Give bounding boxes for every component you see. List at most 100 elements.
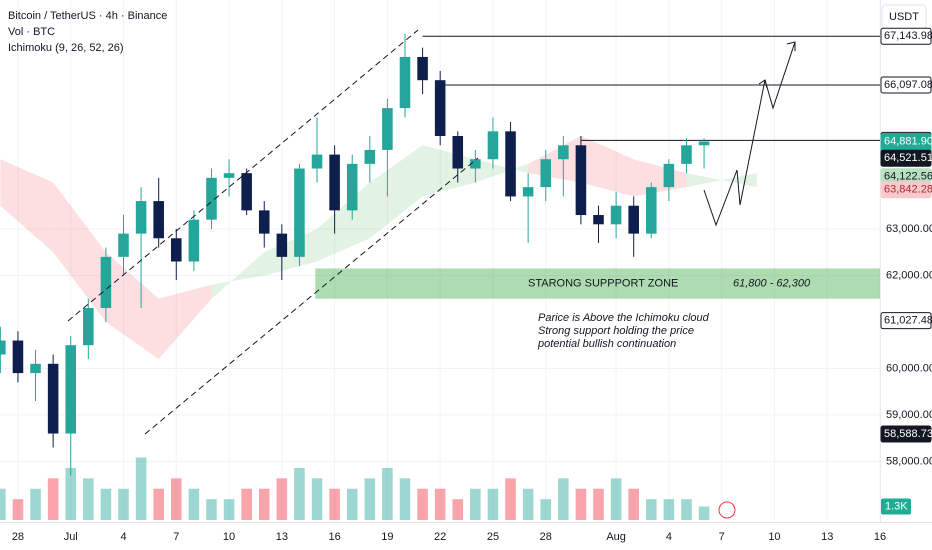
candle-body bbox=[223, 173, 235, 178]
ichimoku-cloud bbox=[369, 145, 423, 239]
volume-bar bbox=[505, 478, 516, 520]
candle-body bbox=[206, 177, 217, 220]
ichimoku-cloud bbox=[53, 182, 106, 322]
zone-title: STARONG SUPPPORT ZONE bbox=[528, 278, 678, 290]
drawings bbox=[67, 29, 796, 435]
volume-bar bbox=[118, 488, 129, 520]
ichimoku-cloud bbox=[158, 284, 212, 360]
candle-body bbox=[12, 340, 24, 374]
candle-body bbox=[258, 210, 270, 234]
volume-bar bbox=[65, 467, 77, 520]
projection-path bbox=[703, 41, 796, 227]
volume-badge bbox=[881, 498, 911, 515]
volume-bar bbox=[399, 478, 411, 520]
x-tick-label: 16 bbox=[328, 531, 340, 543]
price-badge-label: 64,521.51 bbox=[884, 152, 932, 164]
x-tick-label: 4 bbox=[666, 531, 672, 543]
candle-body bbox=[417, 56, 428, 81]
ichimoku-cloud bbox=[528, 135, 581, 183]
volume-bar bbox=[610, 478, 622, 520]
volume-bar bbox=[223, 499, 235, 520]
x-tick-label: Aug bbox=[606, 531, 626, 543]
volume-badge-label: 1.3K bbox=[885, 500, 908, 512]
price-badge bbox=[880, 181, 932, 199]
candle-body bbox=[294, 168, 305, 257]
price-badge-label: 61,027.48 bbox=[884, 315, 932, 327]
candle-body bbox=[487, 131, 499, 160]
x-tick-label: 7 bbox=[173, 531, 179, 543]
candle-body bbox=[241, 173, 252, 211]
zone-range: 61,800 - 62,300 bbox=[733, 278, 811, 290]
volume-bar bbox=[593, 488, 604, 520]
x-tick-label: 10 bbox=[223, 531, 235, 543]
projection-arrow bbox=[758, 79, 768, 89]
ichimoku-cloud bbox=[317, 182, 370, 262]
ichimoku-cloud bbox=[264, 228, 318, 276]
volume-bar bbox=[628, 488, 639, 520]
candle-body bbox=[505, 131, 516, 197]
volume-bar bbox=[0, 488, 6, 520]
volume-bar bbox=[83, 478, 94, 520]
volume-bar bbox=[346, 488, 358, 520]
price-badge bbox=[880, 149, 932, 167]
annotation: potential bullish continuation bbox=[537, 338, 676, 350]
candle-body bbox=[0, 340, 6, 355]
candle-body bbox=[628, 205, 639, 234]
volume-bar bbox=[470, 488, 481, 520]
volume-title: Vol · BTC bbox=[8, 26, 55, 38]
volume-bar bbox=[540, 499, 552, 520]
volume-bar bbox=[12, 499, 24, 520]
volume-bar bbox=[487, 488, 499, 520]
currency-button-label[interactable]: USDT bbox=[889, 11, 919, 23]
ichimoku-cloud bbox=[580, 135, 634, 197]
volume-bar bbox=[558, 478, 569, 520]
candle-body bbox=[364, 149, 376, 164]
ichimoku-cloud bbox=[633, 159, 687, 197]
volume-bar bbox=[276, 478, 288, 520]
candle-body bbox=[558, 145, 569, 160]
volume-bar bbox=[329, 488, 340, 520]
price-badge bbox=[880, 76, 932, 94]
price-badge-label: 63,842.28 bbox=[884, 184, 932, 196]
support-zone bbox=[315, 268, 881, 299]
volume-bar bbox=[364, 478, 376, 520]
candle-body bbox=[65, 345, 77, 434]
volume-bar bbox=[681, 499, 692, 520]
volume-bar bbox=[171, 478, 182, 520]
annotation: Strong support holding the price bbox=[538, 325, 694, 337]
candle-body bbox=[698, 141, 710, 146]
price-badge-label: 66,097.08 bbox=[884, 79, 932, 91]
projection-arrow bbox=[786, 41, 796, 51]
volume-bar bbox=[646, 499, 657, 520]
price-badge-label: 64,881.90 bbox=[884, 135, 932, 147]
candle-body bbox=[610, 205, 622, 225]
alert-icon[interactable] bbox=[718, 501, 736, 519]
axis-layer: 63,000.00 62,000.00 60,000.00 59,000.00 58,0… bbox=[12, 27, 932, 543]
candle-body bbox=[399, 56, 411, 109]
ichimoku-cloud bbox=[422, 145, 476, 197]
volume-bar bbox=[100, 488, 112, 520]
price-badge-label: 67,143.98 bbox=[884, 30, 932, 42]
x-tick-label: 25 bbox=[487, 531, 499, 543]
channel-upper bbox=[67, 29, 419, 322]
candle-body bbox=[593, 215, 604, 225]
volume-bar bbox=[258, 488, 270, 520]
ichimoku-cloud bbox=[686, 173, 757, 188]
candle-body bbox=[522, 187, 534, 197]
volume-bar bbox=[417, 488, 428, 520]
volume-bar bbox=[241, 488, 252, 520]
x-tick-label: 10 bbox=[768, 531, 780, 543]
candle-body bbox=[118, 233, 129, 257]
volume-bar bbox=[434, 488, 446, 520]
price-badge bbox=[880, 312, 932, 330]
price-badge bbox=[880, 425, 932, 443]
candle-body bbox=[188, 219, 200, 262]
volume-bar bbox=[522, 488, 534, 520]
x-tick-label: 22 bbox=[434, 531, 446, 543]
candle-body bbox=[30, 363, 41, 374]
x-tick-label: 28 bbox=[12, 531, 24, 543]
y-tick-label: 59,000.00 bbox=[886, 409, 932, 421]
volume-bar bbox=[153, 488, 164, 520]
x-tick-label: 16 bbox=[874, 531, 886, 543]
